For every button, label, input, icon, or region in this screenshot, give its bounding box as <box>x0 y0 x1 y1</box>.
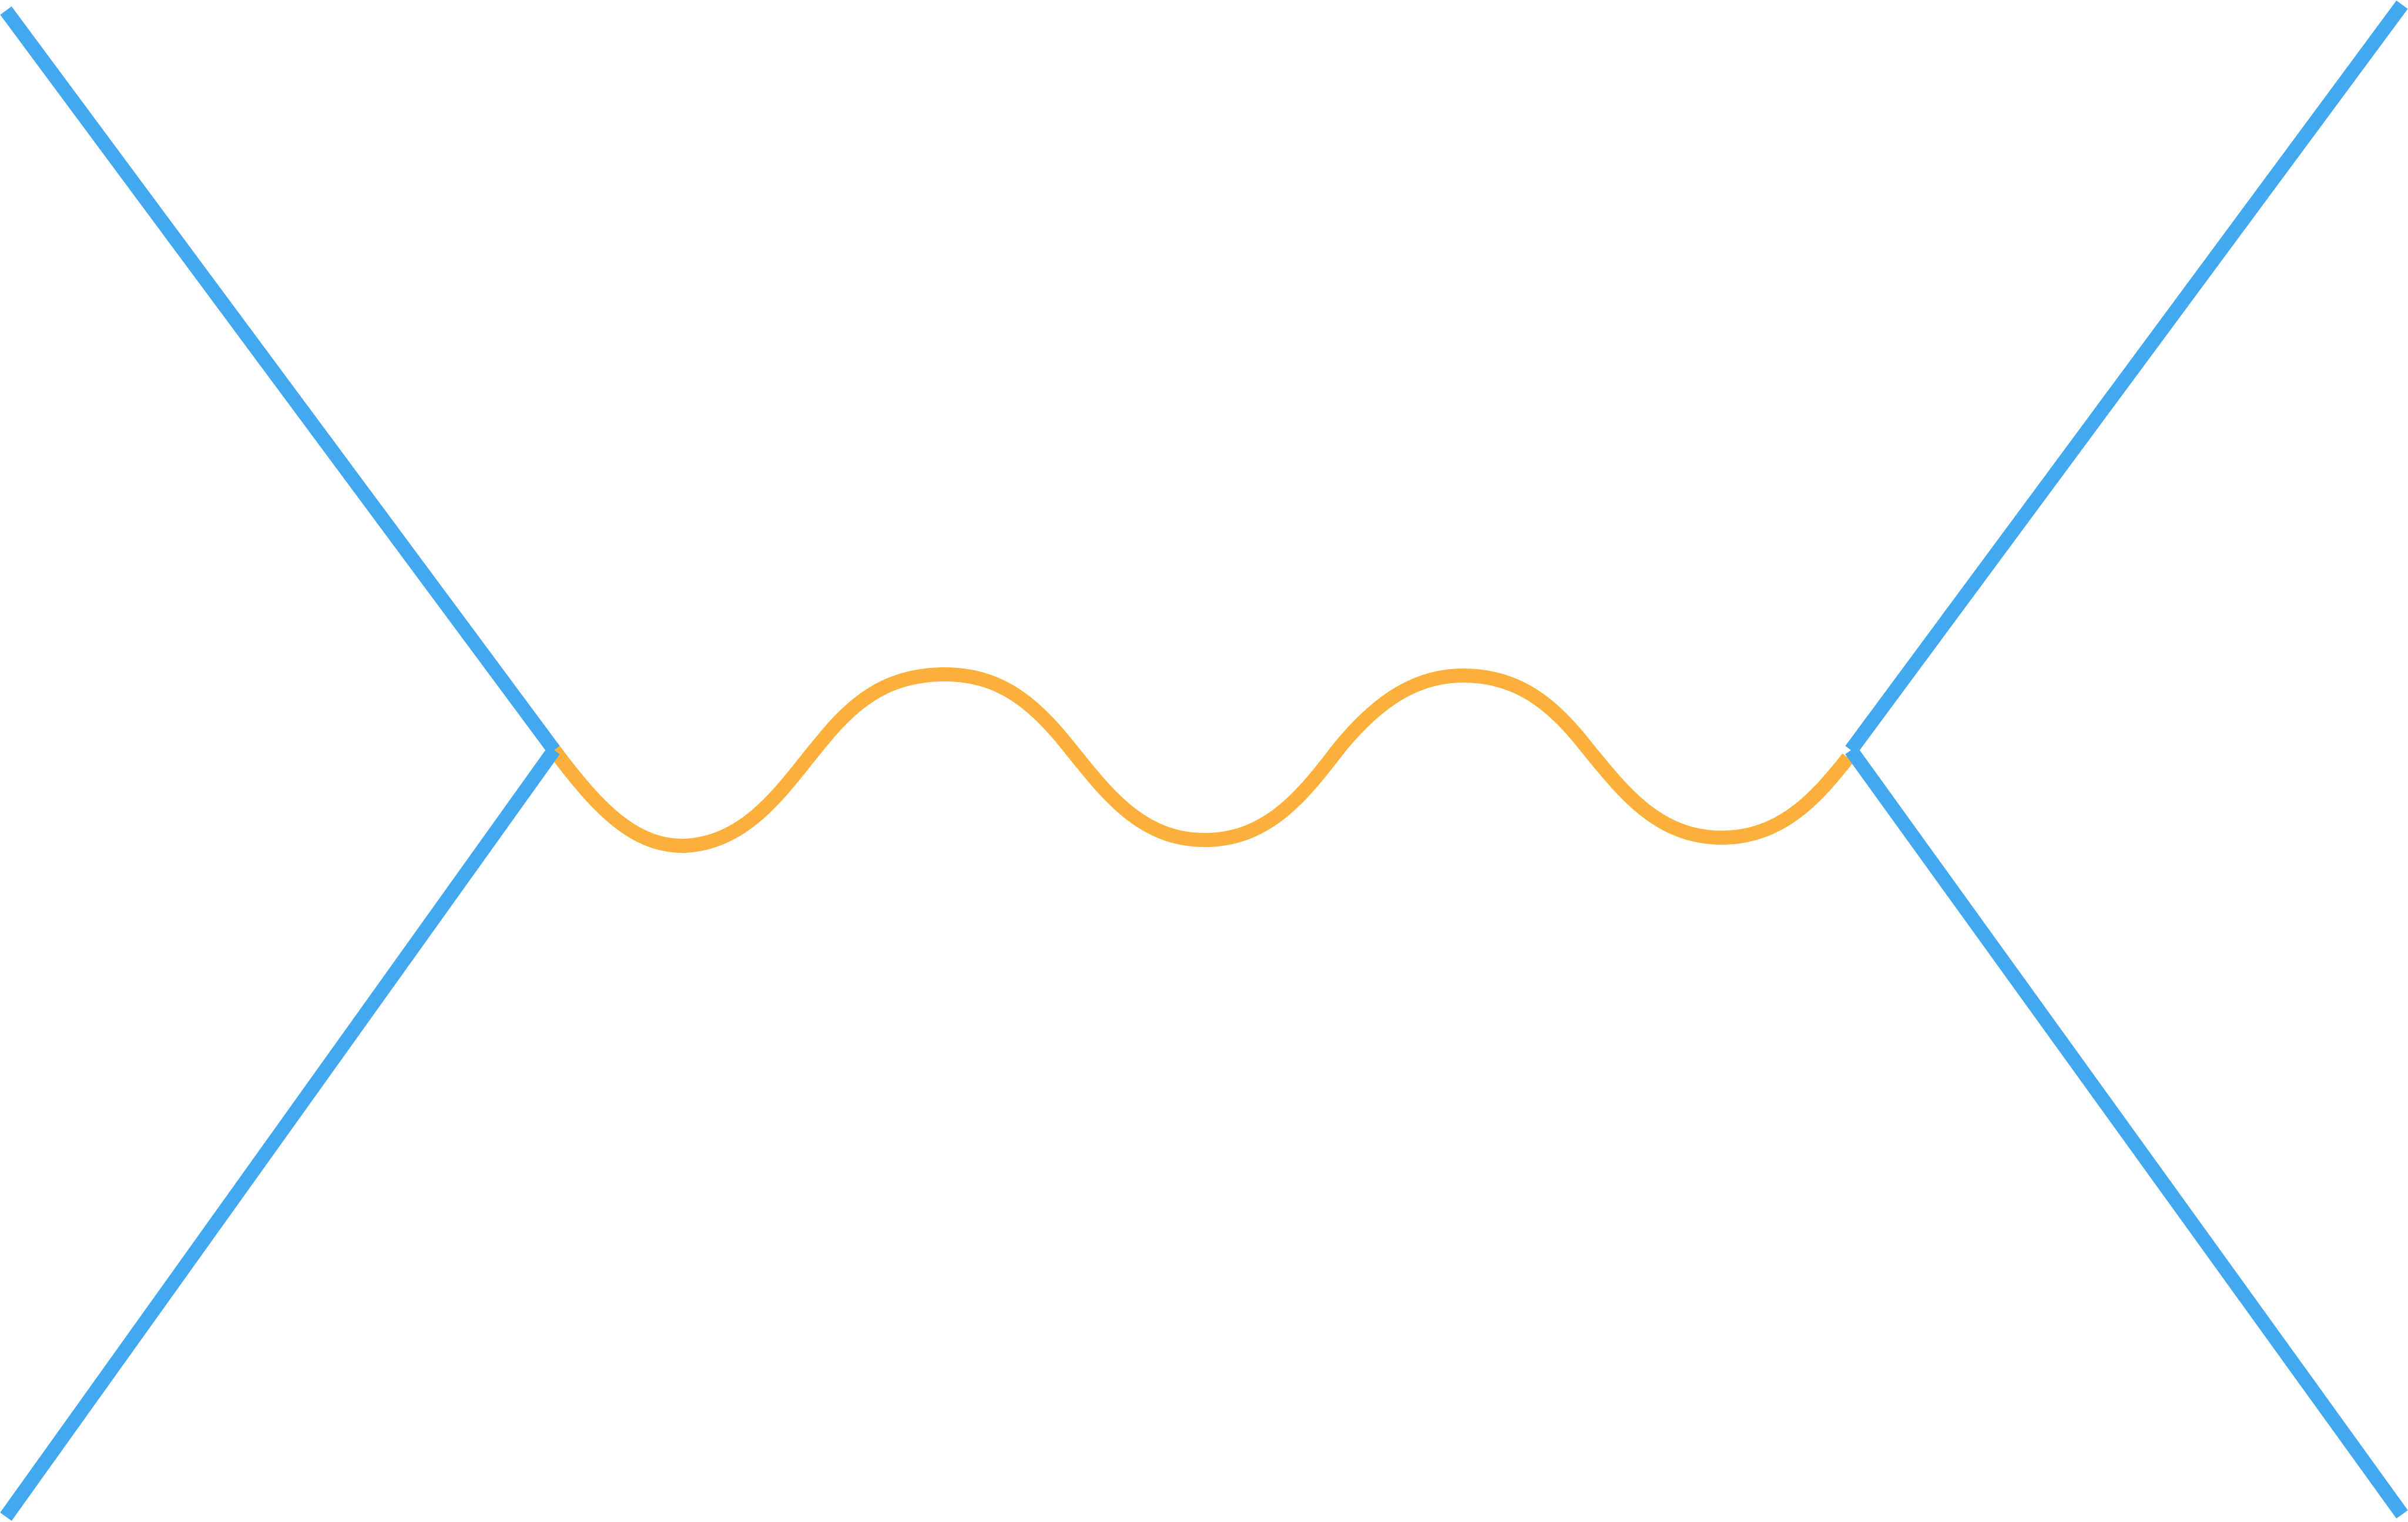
fermion-line-top-right <box>1845 0 2408 755</box>
fermion-line-bottom-right <box>1845 745 2408 1519</box>
fermion-line-top-left <box>0 6 560 755</box>
wavy-propagator <box>548 667 1854 853</box>
fermion-line-bottom-left <box>0 746 560 1521</box>
